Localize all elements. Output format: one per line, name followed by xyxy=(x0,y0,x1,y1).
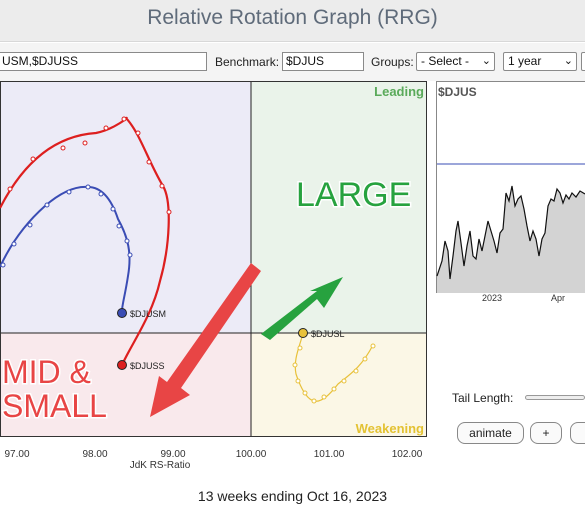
tail-point xyxy=(166,209,172,215)
plot-border xyxy=(0,81,427,437)
large-cap-tail-points xyxy=(292,343,376,404)
tail-point xyxy=(66,189,72,195)
tail-point xyxy=(331,386,337,392)
tail-point xyxy=(127,252,133,258)
mid-cap-label: $DJUSM xyxy=(130,309,166,319)
tail-point xyxy=(11,241,17,247)
mid-cap-head xyxy=(117,308,127,318)
title-bar: Relative Rotation Graph (RRG) xyxy=(0,0,585,42)
animate-button[interactable]: animate xyxy=(457,422,524,444)
period-select-value: 1 year xyxy=(508,54,542,68)
tail-point xyxy=(292,362,298,368)
tail-point xyxy=(0,262,6,268)
leading-label: Leading xyxy=(374,84,424,99)
tail-point xyxy=(362,356,368,362)
tail-point xyxy=(82,140,88,146)
groups-select-value: - Select - xyxy=(421,54,470,68)
mid-small-annotation-line1: MID & xyxy=(2,354,91,390)
leading-quadrant xyxy=(251,81,427,333)
x-tick-label: 97.00 xyxy=(4,449,29,460)
tail-point xyxy=(124,238,130,244)
tail-point xyxy=(121,116,127,122)
groups-select[interactable]: - Select - ⌄ xyxy=(416,52,495,71)
price-area xyxy=(437,186,585,293)
small-cap-head xyxy=(117,360,127,370)
price-panel-symbol: $DJUS xyxy=(438,85,477,99)
green-arrow-icon xyxy=(261,277,343,340)
secondary-button[interactable] xyxy=(570,422,585,444)
tail-point xyxy=(302,390,308,396)
tail-point xyxy=(85,184,91,190)
tail-point xyxy=(98,191,104,197)
tail-point xyxy=(30,156,36,162)
small-cap-label: $DJUSS xyxy=(130,361,165,371)
page-title: Relative Rotation Graph (RRG) xyxy=(147,6,438,29)
tail-point xyxy=(7,186,13,192)
large-cap-head xyxy=(298,328,308,338)
chevron-down-icon: ⌄ xyxy=(563,55,573,67)
symbols-input[interactable]: USM,$DJUSS xyxy=(0,52,207,71)
tail-point xyxy=(27,222,33,228)
mid-small-annotation-line2: SMALL xyxy=(2,388,107,424)
large-annotation: LARGE xyxy=(296,176,411,214)
tail-length-control: Tail Length: xyxy=(452,388,585,408)
chevron-down-icon: ⌄ xyxy=(481,55,491,67)
tail-point xyxy=(353,368,359,374)
benchmark-input[interactable]: $DJUS xyxy=(282,52,364,71)
footer-caption: 13 weeks ending Oct 16, 2023 xyxy=(197,488,388,504)
tail-point xyxy=(341,378,347,384)
weakening-label: Weakening xyxy=(356,421,424,436)
small-cap-tail xyxy=(0,116,170,366)
price-x-label: Apr xyxy=(551,293,565,303)
tail-point xyxy=(321,394,327,400)
x-tick-label: 100.00 xyxy=(236,449,267,460)
tail-point xyxy=(159,183,165,189)
toolbar: USM,$DJUSS Benchmark: $DJUS Groups: - Se… xyxy=(0,43,585,81)
increase-button[interactable]: + xyxy=(530,422,562,444)
price-line xyxy=(436,185,585,280)
weakening-quadrant xyxy=(251,333,427,437)
rrg-chart-svg: Leading Weakening 97.00 98.00 99.00 100.… xyxy=(0,81,427,471)
tail-point xyxy=(146,159,152,165)
tail-point xyxy=(370,343,376,349)
benchmark-label: Benchmark: xyxy=(215,55,280,69)
benchmark-price-panel: $DJUS 2023 Apr xyxy=(432,81,585,306)
rrg-chart: Leading Weakening 97.00 98.00 99.00 100.… xyxy=(0,81,428,476)
x-tick-label: 99.00 xyxy=(160,449,185,460)
tail-length-slider[interactable] xyxy=(525,395,585,400)
red-arrow-icon xyxy=(150,263,261,417)
tail-point xyxy=(116,223,122,229)
tail-point xyxy=(110,206,116,212)
large-cap-label: $DJUSL xyxy=(311,329,345,339)
tail-length-label: Tail Length: xyxy=(452,391,514,405)
groups-label: Groups: xyxy=(371,55,414,69)
x-axis-label: JdK RS-Ratio xyxy=(130,460,191,471)
tail-point xyxy=(297,345,303,351)
x-tick-label: 98.00 xyxy=(82,449,107,460)
price-chart-svg: $DJUS 2023 Apr xyxy=(436,81,585,303)
lagging-quadrant xyxy=(0,333,251,437)
tail-point xyxy=(44,202,50,208)
small-cap-tail-points xyxy=(7,116,172,215)
tail-point xyxy=(295,378,301,384)
extra-select[interactable] xyxy=(581,52,585,71)
tail-point xyxy=(103,125,109,131)
x-tick-label: 101.00 xyxy=(314,449,345,460)
mid-cap-tail-points xyxy=(0,184,133,268)
price-x-label: 2023 xyxy=(482,293,502,303)
tail-point xyxy=(135,130,141,136)
mid-cap-tail xyxy=(0,185,131,314)
x-tick-label: 102.00 xyxy=(392,449,423,460)
tail-point xyxy=(311,398,317,404)
tail-point xyxy=(60,145,66,151)
period-select[interactable]: 1 year ⌄ xyxy=(503,52,577,71)
